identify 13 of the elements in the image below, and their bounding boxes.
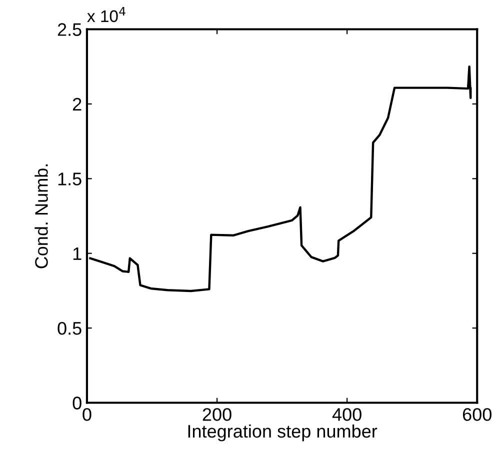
x-tick-label: 600 xyxy=(462,408,492,421)
y-tick-label: 1.5 xyxy=(58,172,82,186)
text: x 10$^{4}$ xyxy=(87,7,126,22)
y-tick-label: 0.5 xyxy=(58,322,82,335)
y-tick-label: 2 xyxy=(72,98,82,110)
y-tick-label: 0 xyxy=(72,396,82,410)
y-axis-title: Cond. Numb. xyxy=(34,164,48,268)
y-tick-label: 2.5 xyxy=(58,23,82,36)
x-tick-label: 400 xyxy=(332,408,362,421)
x-axis-title: Integration step number xyxy=(188,424,378,442)
y-tick-label: 1 xyxy=(73,247,82,260)
x-tick-label: 200 xyxy=(202,408,232,421)
x-tick-label: 0 xyxy=(82,408,92,421)
